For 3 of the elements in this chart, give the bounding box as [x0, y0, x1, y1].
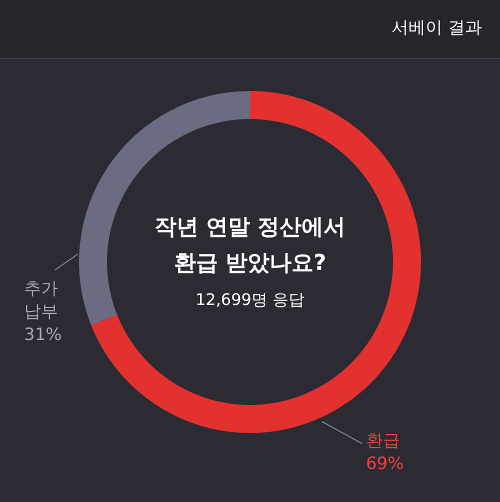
text: 서베이 결과	[392, 17, 482, 39]
subtitle: 12,699명 응답	[194, 290, 306, 311]
title: 작년 연말 정산에서 환급 받았나요?	[153, 214, 347, 278]
